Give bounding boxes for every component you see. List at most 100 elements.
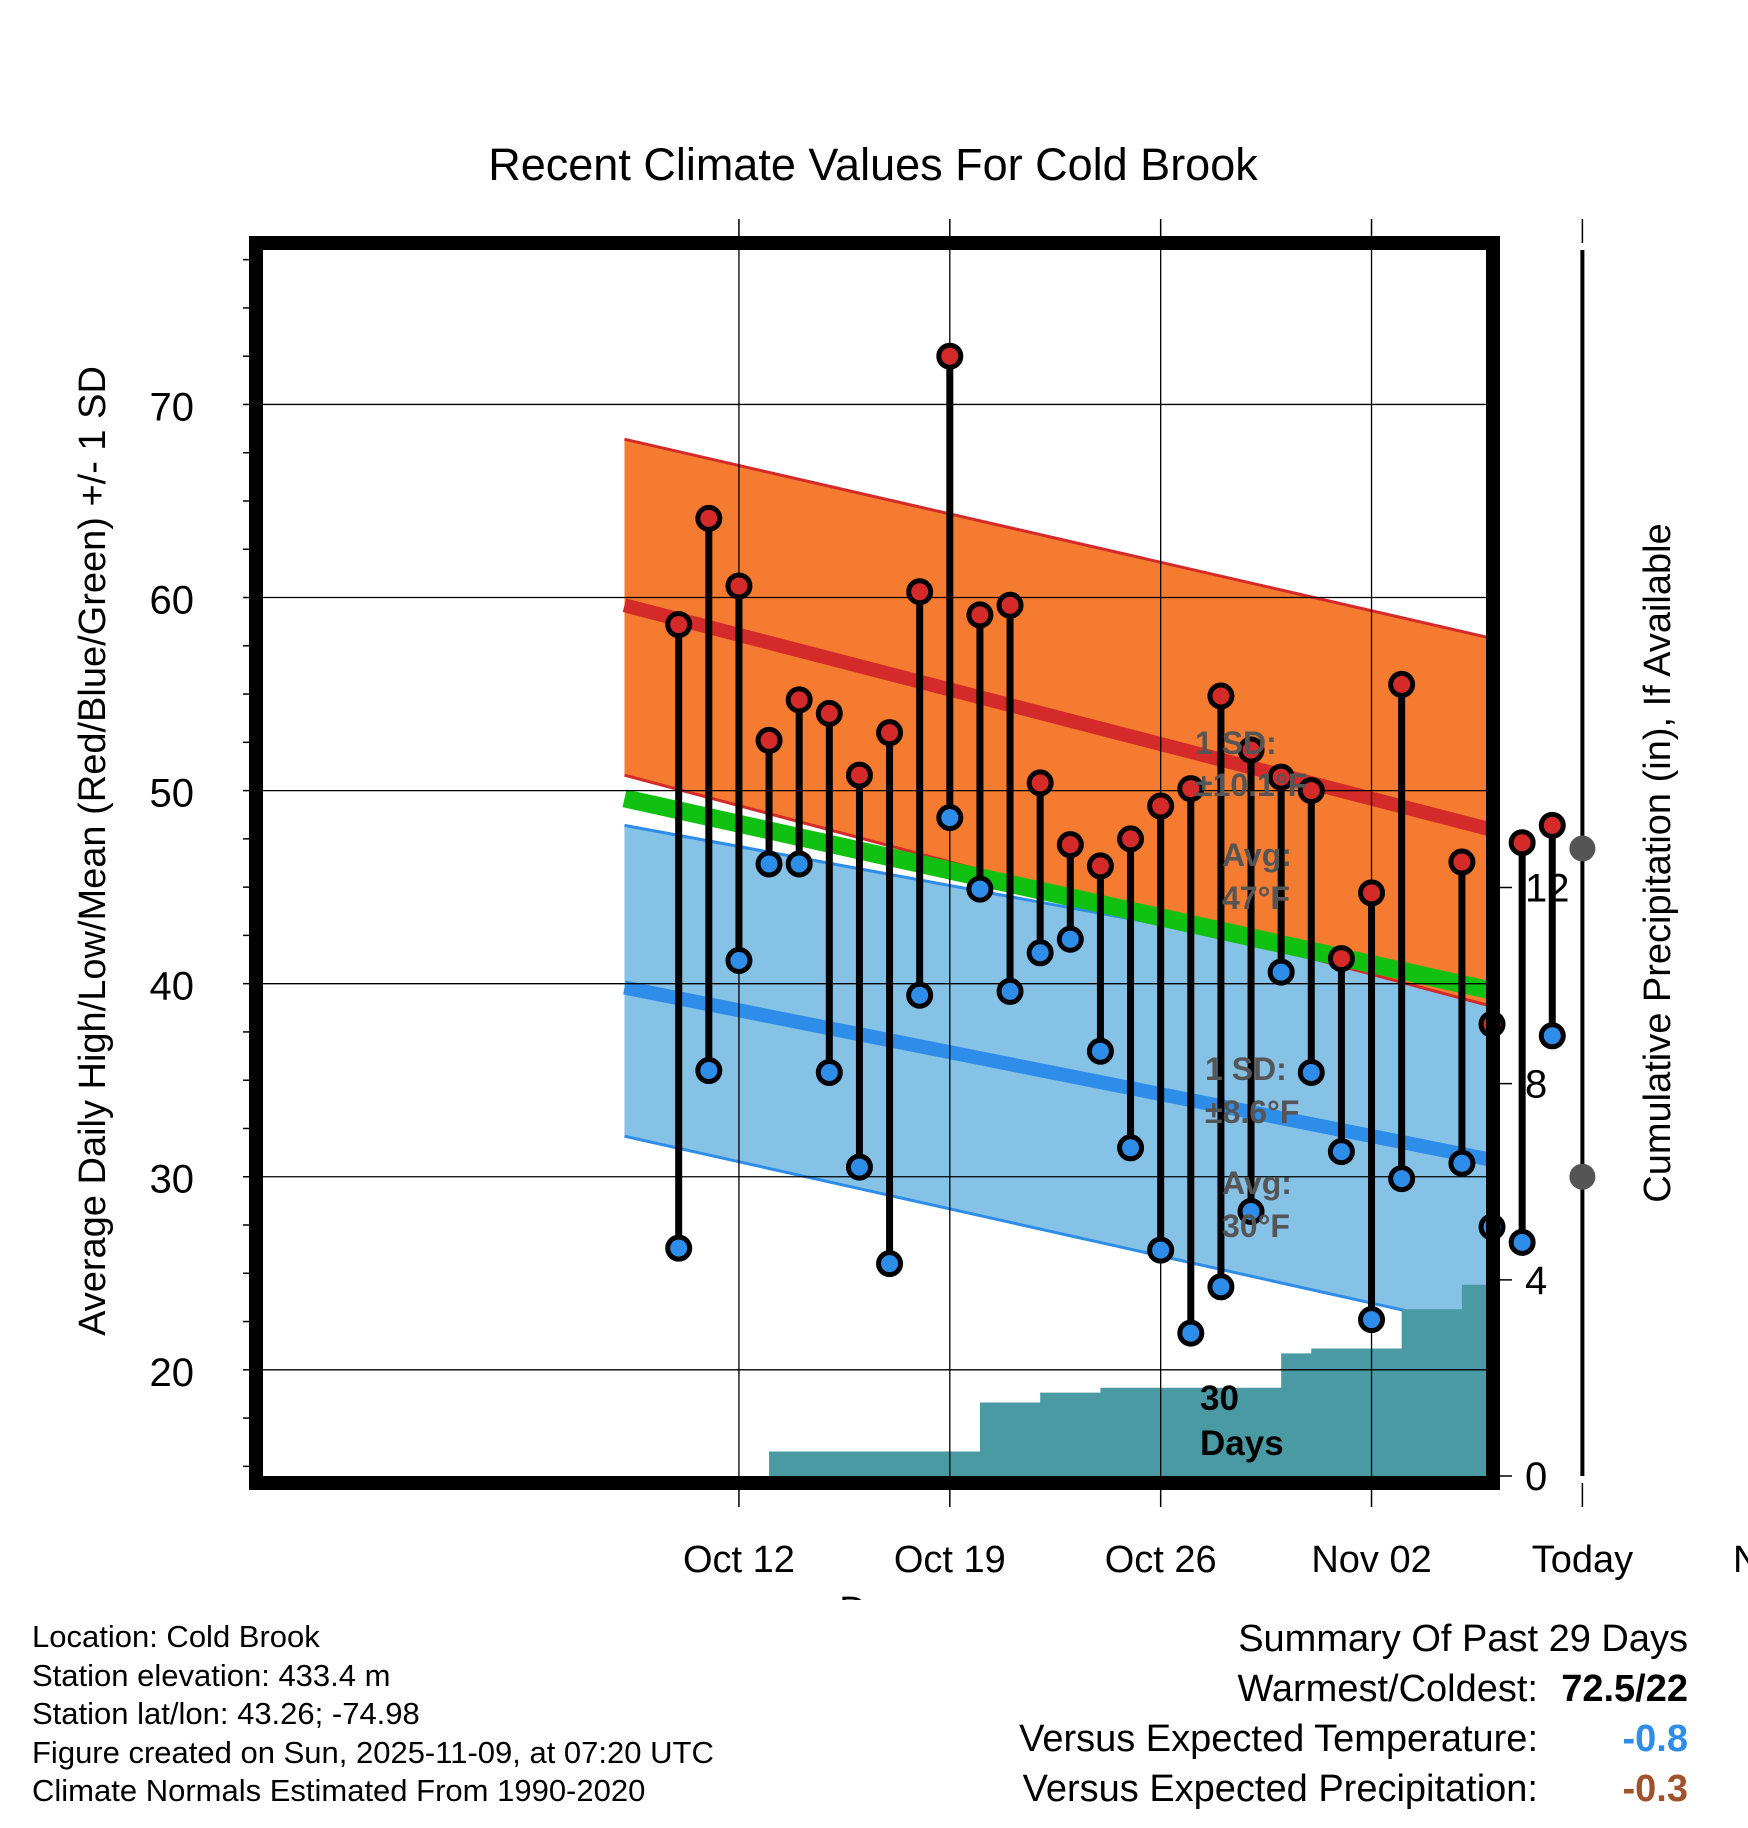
station-elevation: Station elevation: 433.4 m — [32, 1657, 391, 1693]
daily-high-point — [785, 686, 813, 714]
chart-title: Recent Climate Values For Cold Brook — [488, 139, 1258, 190]
summary-warm-cold-row: Warmest/Coldest: 72.5/22 — [1019, 1664, 1688, 1714]
daily-low-point — [695, 1057, 723, 1085]
daily-high-point — [1237, 736, 1265, 764]
daily-high-point — [1327, 945, 1355, 973]
summary-temp-row: Versus Expected Temperature: -0.8 — [1019, 1714, 1688, 1764]
station-info: Location: Cold Brook Station elevation: … — [32, 1618, 714, 1811]
daily-low-point — [1086, 1037, 1114, 1065]
daily-low-point — [815, 1058, 843, 1086]
y2-tick-label: 8 — [1525, 1063, 1547, 1107]
precip-anomaly-label: Versus Expected Precipitation: — [1022, 1768, 1538, 1810]
daily-low-point — [966, 875, 994, 903]
daily-low-point — [785, 850, 813, 878]
daily-low-point — [1237, 1197, 1265, 1225]
daily-low-point — [665, 1234, 693, 1262]
high-sd-value: ±10.1°F — [1195, 767, 1307, 803]
daily-high-point — [936, 342, 964, 370]
x-tick-label: Oct 19 — [894, 1539, 1006, 1581]
y-tick-label: 40 — [150, 965, 195, 1009]
daily-low-point — [845, 1153, 873, 1181]
warm-cold-label: Warmest/Coldest: — [1237, 1668, 1538, 1710]
y2-tick-label: 4 — [1525, 1259, 1547, 1303]
y2-tick-label: 12 — [1525, 867, 1570, 911]
daily-high-point — [1026, 769, 1054, 797]
daily-high-point — [695, 504, 723, 532]
normals-period: Climate Normals Estimated From 1990-2020 — [32, 1773, 646, 1808]
x-tick-label: Today — [1532, 1539, 1633, 1581]
daily-low-point — [1207, 1273, 1235, 1301]
y-tick-label: 20 — [150, 1351, 195, 1395]
daily-high-point — [1147, 792, 1175, 820]
daily-low-point — [1538, 1022, 1566, 1050]
station-location: Location: Cold Brook — [32, 1619, 320, 1654]
window-days-word: Days — [1200, 1424, 1284, 1463]
x-tick-label: Nov 02 — [1311, 1539, 1431, 1581]
low-sd-lower-line — [624, 1134, 1486, 1331]
x-tick-label: Oct 26 — [1105, 1539, 1217, 1581]
y-tick-label: 60 — [150, 579, 195, 623]
daily-high-point — [906, 578, 934, 606]
daily-low-point — [1358, 1306, 1386, 1334]
figure-created: Figure created on Sun, 2025-11-09, at 07… — [32, 1734, 714, 1770]
daily-high-point — [1056, 831, 1084, 859]
daily-low-point — [1388, 1165, 1416, 1193]
daily-low-point — [876, 1250, 904, 1278]
daily-high-point — [1086, 852, 1114, 880]
low-sd-value: ±8.6°F — [1205, 1094, 1299, 1130]
low-avg-label: Avg: — [1222, 1165, 1292, 1201]
y-tick-label: 50 — [150, 772, 195, 816]
daily-low-point — [725, 947, 753, 975]
daily-high-point — [815, 699, 843, 727]
daily-low-point — [1297, 1058, 1325, 1086]
daily-high-point — [876, 719, 904, 747]
daily-high-point — [1267, 763, 1295, 791]
high-sd-label: 1 SD: — [1195, 725, 1277, 761]
daily-low-point — [1056, 925, 1084, 953]
daily-high-point — [845, 761, 873, 789]
precip-anomaly-value: -0.3 — [1622, 1768, 1688, 1810]
high-sd-upper-line — [624, 437, 1486, 639]
daily-high-point — [1297, 777, 1325, 805]
temp-anomaly-value: -0.8 — [1622, 1718, 1688, 1760]
daily-low-point — [1117, 1134, 1145, 1162]
climate-chart: Recent Climate Values For Cold Brook 1 S… — [72, 139, 1748, 1600]
daily-high-point — [966, 601, 994, 629]
daily-low-point — [1147, 1236, 1175, 1264]
precip-area — [738, 1284, 1486, 1476]
summary-title: Summary Of Past 29 Days — [1238, 1618, 1688, 1660]
daily-high-point — [996, 591, 1024, 619]
high-avg-value: 47°F — [1222, 880, 1290, 916]
daily-low-point — [1448, 1149, 1476, 1177]
low-avg-today-marker — [1569, 1163, 1596, 1190]
daily-low-point — [936, 804, 964, 832]
summary-panel: Summary Of Past 29 Days Warmest/Coldest:… — [1019, 1614, 1688, 1814]
daily-low-point — [906, 981, 934, 1009]
daily-low-point — [1177, 1319, 1205, 1347]
x-tick-label: Nov 16 — [1733, 1539, 1748, 1581]
daily-low-point — [1026, 939, 1054, 967]
high-avg-label: Avg: — [1222, 837, 1292, 873]
daily-low-point — [996, 977, 1024, 1005]
daily-high-point — [665, 611, 693, 639]
temp-anomaly-label: Versus Expected Temperature: — [1019, 1718, 1538, 1760]
low-sd-label: 1 SD: — [1205, 1051, 1287, 1087]
x-axis-label: Day — [839, 1590, 907, 1600]
daily-high-point — [1538, 811, 1566, 839]
low-avg-value: 30°F — [1222, 1208, 1290, 1244]
window-days-number: 30 — [1200, 1379, 1239, 1418]
warm-cold-value: 72.5/22 — [1561, 1668, 1688, 1710]
daily-high-point — [1358, 879, 1386, 907]
high-avg-today-marker — [1569, 835, 1596, 862]
summary-precip-row: Versus Expected Precipitation: -0.3 — [1019, 1764, 1688, 1814]
daily-high-point — [725, 572, 753, 600]
daily-high-point — [1388, 670, 1416, 698]
daily-low-point — [1508, 1228, 1536, 1256]
daily-high-point — [1207, 682, 1235, 710]
station-latlon: Station lat/lon: 43.26; -74.98 — [32, 1696, 420, 1731]
y-tick-label: 30 — [150, 1158, 195, 1202]
y-axis-label: Average Daily High/Low/Mean (Red/Blue/Gr… — [72, 366, 114, 1336]
y-tick-label: 70 — [150, 385, 195, 429]
daily-low-point — [755, 850, 783, 878]
x-tick-label: Oct 12 — [683, 1539, 795, 1581]
